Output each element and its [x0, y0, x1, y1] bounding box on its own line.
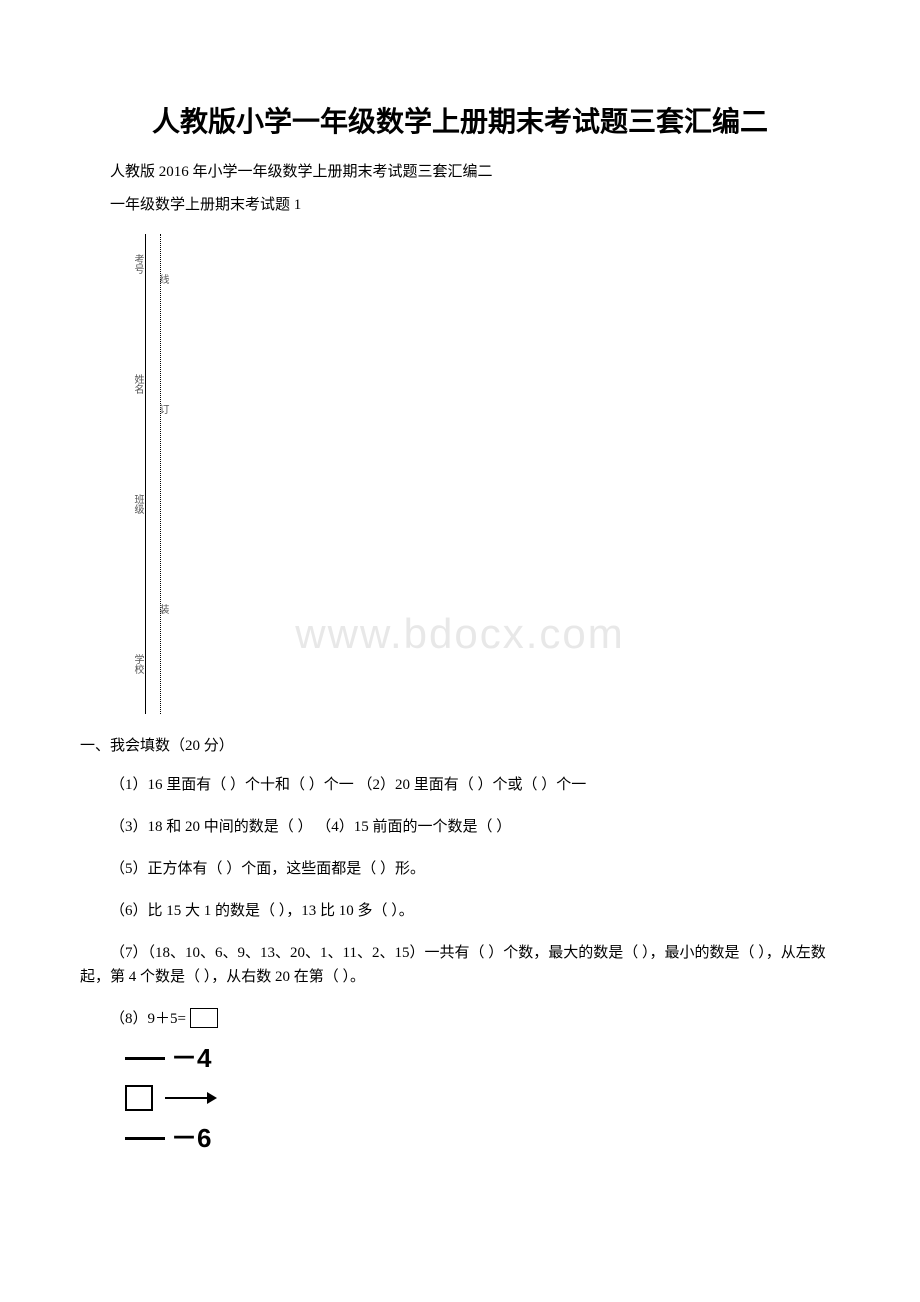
section-1-heading: 一、我会填数（20 分）	[80, 734, 840, 755]
strip-dot-label-ding: 订	[155, 404, 170, 414]
strip-dot-label-line: 线	[155, 274, 170, 284]
strip-dot-label-zhuang: 装	[155, 604, 170, 614]
step-minus-6: －6	[125, 1118, 840, 1158]
paper-number: 一年级数学上册期末考试题 1	[80, 193, 840, 214]
subtitle: 人教版 2016 年小学一年级数学上册期末考试题三套汇编二	[80, 160, 840, 181]
step-hline-2	[125, 1137, 165, 1140]
strip-label-exam-id: 考号	[130, 254, 145, 274]
watermark: www.bdocx.com	[295, 610, 624, 658]
strip-solid-line	[145, 234, 146, 714]
minus-6-text: －6	[171, 1119, 211, 1158]
question-7: （7）（18、10、6、9、13、20、1、11、2、15）一共有（ ）个数，最…	[80, 941, 840, 989]
question-8: （8）9＋5=	[80, 1007, 840, 1028]
strip-label-name: 姓名	[130, 374, 145, 394]
page-title: 人教版小学一年级数学上册期末考试题三套汇编二	[80, 100, 840, 140]
arrow-icon	[165, 1097, 215, 1099]
question-1-2: （1）16 里面有（ ）个十和（ ）个一 （2）20 里面有（ ）个或（ ）个一	[80, 773, 840, 797]
question-6: （6）比 15 大 1 的数是（ ），13 比 10 多（ ）。	[80, 899, 840, 923]
q8-label: （8）9＋5=	[80, 1007, 186, 1028]
step-hline-1	[125, 1057, 165, 1060]
math-steps: －4 －6	[125, 1038, 840, 1158]
step-box-arrow	[125, 1078, 840, 1118]
strip-dotted-line	[160, 234, 161, 714]
minus-4-text: －4	[171, 1039, 211, 1078]
step-minus-4: －4	[125, 1038, 840, 1078]
answer-box-2	[125, 1085, 153, 1111]
question-3-4: （3）18 和 20 中间的数是（ ） （4）15 前面的一个数是（ ）	[80, 815, 840, 839]
answer-box-1	[190, 1008, 218, 1028]
binding-strip: 考号 姓名 班级 学校 线 订 装	[110, 234, 190, 714]
question-5: （5）正方体有（ ）个面，这些面都是（ ）形。	[80, 857, 840, 881]
strip-label-class: 班级	[130, 494, 145, 514]
strip-label-school: 学校	[130, 654, 145, 674]
